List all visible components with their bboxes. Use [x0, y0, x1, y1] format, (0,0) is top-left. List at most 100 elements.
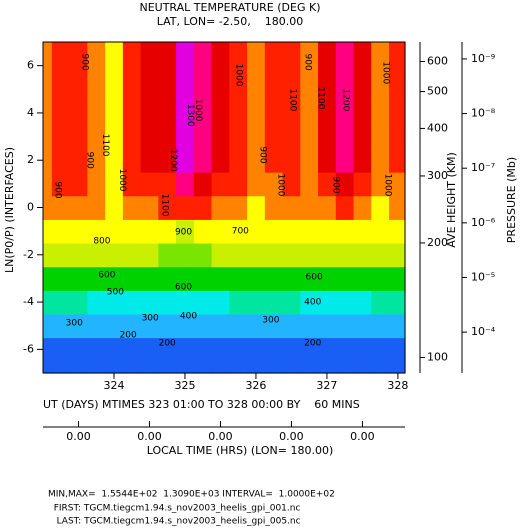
contour-cell — [318, 313, 337, 339]
local-time-tick-label: 0.00 — [66, 430, 91, 443]
contour-cell — [176, 361, 195, 374]
contour-cell — [300, 124, 319, 149]
contour-cell — [282, 77, 301, 102]
contour-cell — [353, 337, 372, 362]
local-time-tick-label: 0.00 — [208, 430, 233, 443]
contour-cell — [140, 242, 159, 268]
contour-cell — [158, 290, 177, 315]
contour-cell — [43, 195, 53, 220]
contour-cell — [43, 337, 53, 362]
contour-cell — [193, 53, 213, 79]
contour-cell — [335, 361, 355, 374]
contour-label: 1100 — [160, 194, 170, 217]
contour-cell — [211, 53, 230, 79]
contour-cell — [229, 219, 248, 244]
contour-cell — [389, 77, 406, 102]
contour-cell — [193, 172, 213, 197]
contour-label: 1100 — [100, 134, 110, 157]
contour-cell — [176, 313, 195, 339]
contour-cell — [229, 337, 248, 362]
y-tick-label: -6 — [23, 342, 34, 355]
contour-cell — [43, 101, 53, 126]
contour-cell — [122, 337, 142, 362]
contour-label: 300 — [66, 319, 83, 329]
contour-label: 200 — [120, 330, 137, 340]
contour-cell — [158, 53, 177, 79]
contour-cell — [211, 124, 230, 149]
contour-cell — [264, 172, 284, 197]
contour-cell — [371, 290, 390, 315]
contour-cell — [69, 313, 88, 339]
contour-cell — [282, 361, 301, 374]
contour-cell — [211, 361, 230, 374]
contour-cell — [353, 242, 372, 268]
contour-cell — [43, 42, 53, 55]
contour-cell — [51, 77, 71, 102]
contour-cell — [43, 124, 53, 149]
contour-cell — [69, 124, 88, 149]
contour-cell — [318, 42, 337, 55]
contour-label: 400 — [304, 298, 321, 308]
contour-cell — [51, 124, 71, 149]
contour-cell — [318, 219, 337, 244]
contour-cell — [282, 266, 301, 291]
contour-label: 1300 — [185, 104, 195, 127]
contour-cell — [176, 290, 195, 315]
contour-label: 900 — [331, 176, 341, 193]
contour-cell — [140, 172, 159, 197]
contour-cell — [264, 42, 284, 55]
contour-cell — [229, 148, 248, 173]
contour-cell — [300, 361, 319, 374]
contour-cell — [193, 195, 213, 220]
contour-cell — [353, 219, 372, 244]
contour-cell — [247, 77, 266, 102]
contour-cell — [247, 172, 266, 197]
contour-cell — [122, 361, 142, 374]
contour-cell — [158, 172, 177, 197]
contour-cell — [87, 148, 106, 173]
contour-cell — [43, 148, 53, 173]
contour-cell — [122, 219, 142, 244]
contour-cell — [229, 290, 248, 315]
contour-cell — [247, 124, 266, 149]
contour-cell — [140, 313, 159, 339]
contour-cell — [318, 361, 337, 374]
contour-cell — [87, 266, 106, 291]
contour-cell — [51, 361, 71, 374]
contour-cell — [211, 219, 230, 244]
contour-cell — [43, 242, 53, 268]
contour-cell — [140, 101, 159, 126]
contour-cell — [389, 337, 406, 362]
contour-cell — [140, 195, 159, 220]
contour-cell — [264, 124, 284, 149]
contour-cell — [87, 242, 106, 268]
contour-cell — [353, 77, 372, 102]
contour-cell — [335, 242, 355, 268]
contour-cell — [193, 266, 213, 291]
contour-cell — [371, 219, 390, 244]
contour-cell — [389, 313, 406, 339]
contour-cell — [105, 148, 124, 173]
contour-cell — [353, 313, 372, 339]
y-axis-label: LN(P0/P) (INTERFACES) — [3, 147, 16, 273]
contour-cell — [105, 195, 124, 220]
contour-cell — [105, 124, 124, 149]
contour-cell — [371, 242, 390, 268]
contour-cell — [389, 101, 406, 126]
contour-cell — [51, 42, 71, 55]
contour-cell — [176, 53, 195, 79]
contour-label: 800 — [93, 237, 110, 247]
contour-cell — [264, 242, 284, 268]
contour-cell — [87, 361, 106, 374]
pressure-tick-label: 10⁻⁹ — [471, 52, 495, 65]
contour-cell — [264, 219, 284, 244]
contour-cell — [140, 219, 159, 244]
contour-cell — [69, 101, 88, 126]
contour-cell — [43, 77, 53, 102]
contour-cell — [176, 266, 195, 291]
contour-cell — [389, 42, 406, 55]
contour-cell — [51, 172, 71, 197]
contour-cell — [51, 290, 71, 315]
local-time-tick-label: 0.00 — [137, 430, 162, 443]
contour-cell — [318, 77, 337, 102]
